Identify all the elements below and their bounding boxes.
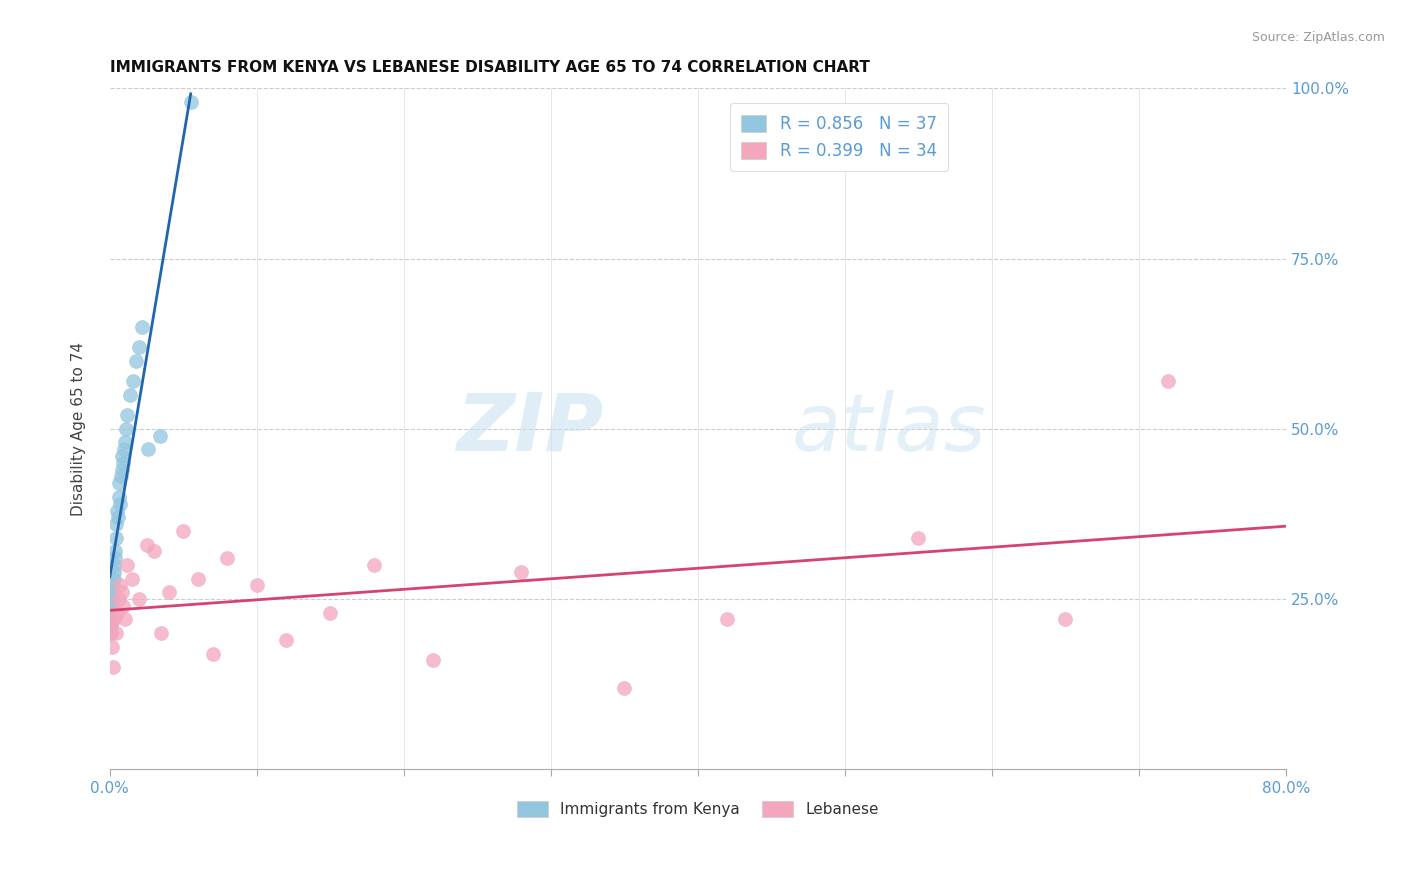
- Point: [1157, 374, 1180, 388]
- Point: [101, 578, 124, 592]
- Point: [105, 606, 128, 620]
- Point: [187, 572, 209, 586]
- Point: [319, 606, 342, 620]
- Point: [217, 551, 239, 566]
- Point: [128, 340, 150, 354]
- Point: [104, 551, 127, 566]
- Point: [100, 619, 122, 633]
- Text: ZIP: ZIP: [457, 390, 603, 467]
- Point: [107, 490, 129, 504]
- Point: [103, 572, 125, 586]
- Point: [114, 612, 136, 626]
- Point: [121, 572, 143, 586]
- Point: [149, 428, 172, 442]
- Point: [363, 558, 385, 572]
- Point: [100, 626, 122, 640]
- Point: [117, 558, 139, 572]
- Point: [135, 537, 157, 551]
- Point: [510, 565, 533, 579]
- Point: [100, 612, 122, 626]
- Point: [131, 319, 153, 334]
- Point: [103, 565, 125, 579]
- Point: [111, 449, 134, 463]
- Point: [101, 660, 124, 674]
- Point: [115, 422, 138, 436]
- Text: Source: ZipAtlas.com: Source: ZipAtlas.com: [1251, 31, 1385, 45]
- Point: [112, 442, 135, 457]
- Point: [276, 632, 298, 647]
- Point: [101, 592, 124, 607]
- Point: [142, 544, 165, 558]
- Point: [150, 626, 173, 640]
- Text: atlas: atlas: [792, 390, 987, 467]
- Point: [101, 640, 124, 654]
- Point: [108, 497, 131, 511]
- Point: [101, 585, 124, 599]
- Point: [110, 585, 132, 599]
- Point: [112, 456, 135, 470]
- Text: IMMIGRANTS FROM KENYA VS LEBANESE DISABILITY AGE 65 TO 74 CORRELATION CHART: IMMIGRANTS FROM KENYA VS LEBANESE DISABI…: [110, 60, 870, 75]
- Point: [246, 578, 269, 592]
- Point: [613, 681, 636, 695]
- Point: [104, 626, 127, 640]
- Point: [104, 544, 127, 558]
- Point: [125, 353, 148, 368]
- Point: [136, 442, 159, 457]
- Point: [107, 510, 129, 524]
- Point: [112, 599, 135, 613]
- Point: [110, 463, 132, 477]
- Y-axis label: Disability Age 65 to 74: Disability Age 65 to 74: [72, 342, 86, 516]
- Legend: Immigrants from Kenya, Lebanese: Immigrants from Kenya, Lebanese: [510, 795, 884, 823]
- Point: [128, 592, 150, 607]
- Point: [120, 388, 142, 402]
- Point: [157, 585, 180, 599]
- Point: [172, 524, 194, 538]
- Point: [104, 531, 127, 545]
- Point: [201, 647, 224, 661]
- Point: [180, 95, 202, 109]
- Point: [907, 531, 929, 545]
- Point: [422, 653, 444, 667]
- Point: [108, 476, 131, 491]
- Point: [114, 435, 136, 450]
- Point: [105, 517, 128, 532]
- Point: [100, 626, 122, 640]
- Point: [716, 612, 738, 626]
- Point: [103, 612, 125, 626]
- Point: [122, 374, 145, 388]
- Point: [100, 619, 122, 633]
- Point: [101, 599, 124, 613]
- Point: [100, 606, 122, 620]
- Point: [117, 408, 139, 422]
- Point: [110, 469, 132, 483]
- Point: [103, 558, 125, 572]
- Point: [101, 612, 124, 626]
- Point: [105, 503, 128, 517]
- Point: [1054, 612, 1077, 626]
- Point: [107, 592, 129, 607]
- Point: [108, 578, 131, 592]
